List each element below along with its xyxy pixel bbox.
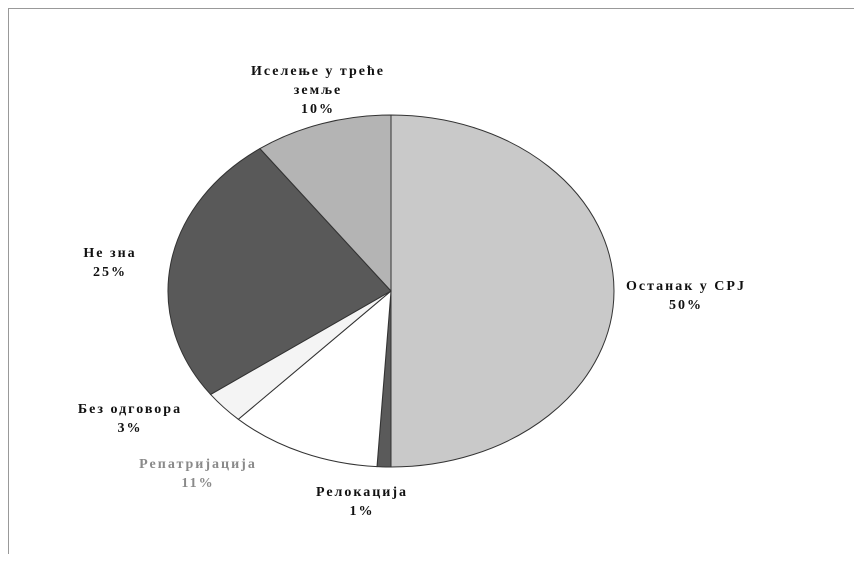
category-name: Репатријација	[139, 457, 257, 472]
value-label: 25%	[92, 265, 127, 280]
value-label: 10%	[301, 102, 335, 117]
value-label: 3%	[117, 421, 143, 436]
category-name: Иселење у треће земље	[251, 64, 385, 98]
category-name: Релокација	[315, 485, 409, 500]
slice-label: Релокација 1%	[316, 483, 408, 521]
slice-label: Не зна 25%	[83, 244, 136, 282]
slice-label: Иселење у треће земље 10%	[251, 62, 386, 119]
slice-label: Без одговора 3%	[78, 400, 182, 438]
pie-slice	[259, 114, 392, 293]
value-label: 1%	[349, 504, 375, 519]
pie-slice	[167, 147, 392, 396]
category-name: Без одговора	[77, 402, 183, 417]
frame	[8, 8, 854, 554]
slice-label: Останак у СРЈ 50%	[626, 277, 746, 315]
category-name: Останак у СРЈ	[626, 279, 746, 294]
category-name: Не зна	[83, 246, 137, 261]
pie-slice	[237, 289, 392, 468]
pie-slice	[390, 114, 615, 468]
value-label: 11%	[181, 476, 215, 491]
slice-label: Репатријација 11%	[139, 455, 257, 493]
value-label: 50%	[668, 298, 703, 313]
